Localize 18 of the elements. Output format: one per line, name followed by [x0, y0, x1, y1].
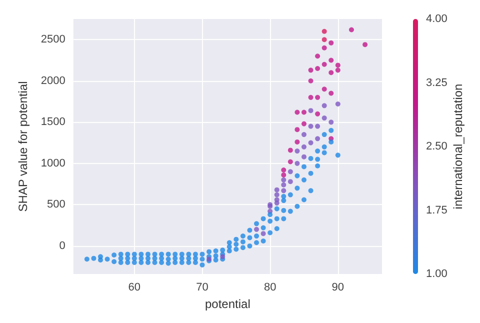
y-tick-label: 2000	[40, 74, 66, 87]
color-bar-label: 4.00	[426, 13, 448, 25]
color-bar-label: 1.00	[426, 268, 448, 280]
x-tick-label: 80	[264, 282, 276, 294]
y-tick-label: 0	[59, 240, 66, 252]
y-axis-title: SHAP value for potential	[16, 81, 30, 212]
x-tick-label: 70	[196, 282, 208, 294]
x-tick-label: 90	[332, 282, 344, 294]
y-tick-label: 1000	[40, 157, 66, 170]
y-tick-label: 500	[47, 198, 66, 211]
color-bar-title: international_reputation	[451, 84, 465, 210]
y-tick-label: 1500	[40, 116, 66, 128]
color-bar-label: 1.75	[426, 204, 448, 216]
color-bar-label: 3.25	[426, 76, 448, 89]
x-tick-label: 60	[128, 282, 141, 294]
color-bar-label: 2.50	[426, 140, 448, 152]
y-tick-label: 2500	[40, 34, 66, 46]
x-axis-title: potential	[205, 296, 250, 311]
